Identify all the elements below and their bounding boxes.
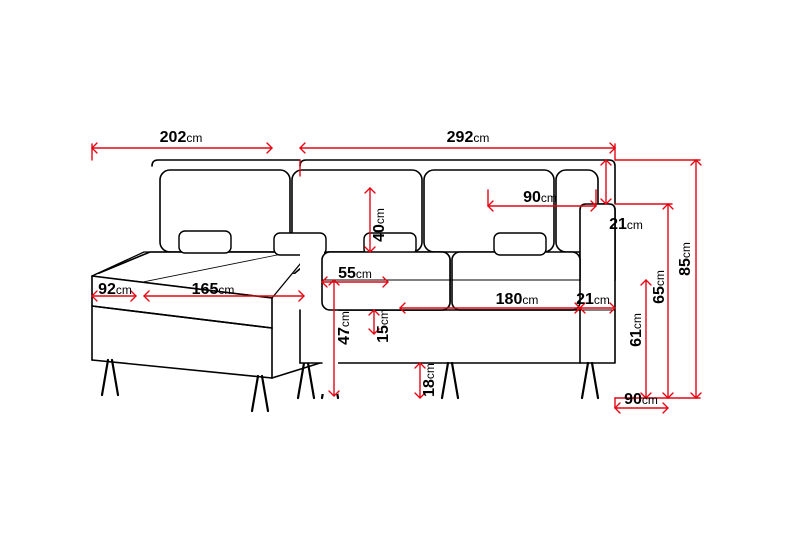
dim-chaise-seat-width: 92cm (98, 281, 132, 299)
dim-chaise-depth: 202cm (160, 129, 203, 147)
dim-arm-height: 65cm (651, 270, 669, 304)
dim-seat-to-ground: 47cm (336, 311, 354, 345)
dim-seat-height: 61cm (628, 313, 646, 347)
dim-arm-top-gap: 21cm (609, 216, 643, 234)
dim-seat-inset: 15cm (375, 309, 393, 343)
dim-arm-width: 21cm (576, 291, 610, 309)
dim-overall-depth: 90cm (624, 391, 658, 409)
sofa-dimension-diagram: { "canvas": { "width": 800, "height": 53… (0, 0, 800, 533)
dim-back-cushion-height: 40cm (371, 208, 389, 242)
dim-main-seat-length: 180cm (496, 291, 539, 309)
dim-seat-depth: 55cm (338, 265, 372, 283)
dim-overall-height: 85cm (677, 242, 695, 276)
dim-back-cushion-width: 90cm (523, 189, 557, 207)
dim-chaise-seat-length: 165cm (192, 281, 235, 299)
dim-total-width: 292cm (447, 129, 490, 147)
dim-leg-height: 18cm (421, 363, 439, 397)
